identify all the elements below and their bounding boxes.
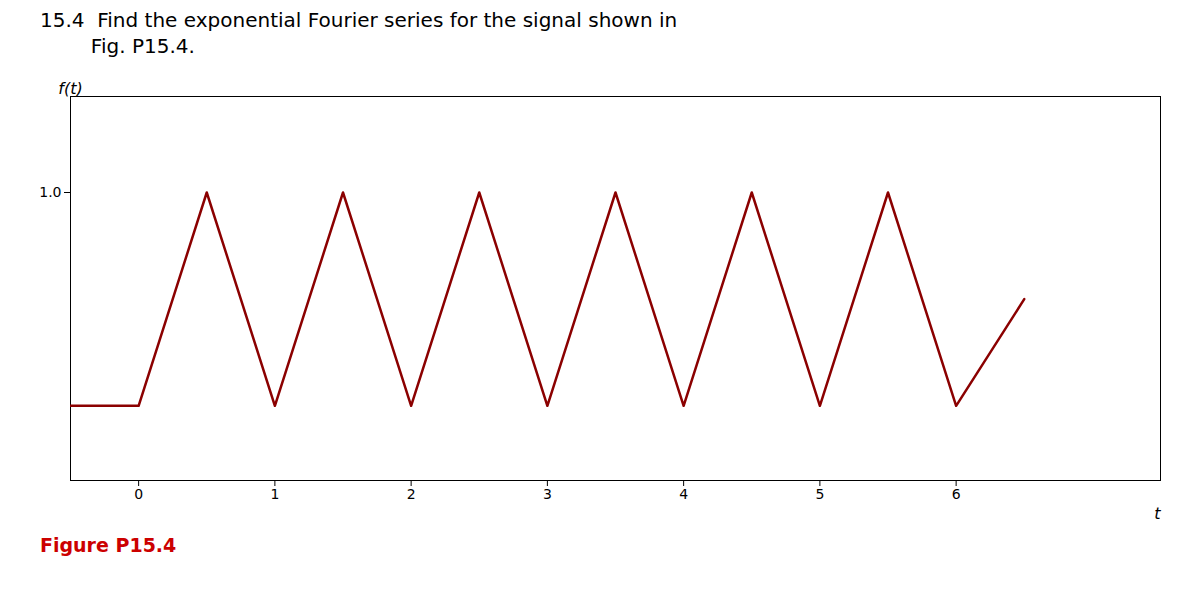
svg-text:3: 3: [543, 486, 552, 502]
svg-text:t: t: [1154, 504, 1161, 523]
svg-text:2: 2: [407, 486, 416, 502]
svg-text:5: 5: [815, 486, 824, 502]
svg-text:1.0: 1.0: [39, 184, 61, 200]
html-text:15.4 Find the exponential Four: 15.4 Find the exponential Fourier series…: [40, 8, 678, 32]
svg-text:1: 1: [270, 486, 279, 502]
svg-text:f(t): f(t): [58, 79, 82, 98]
svg-text:0: 0: [134, 486, 143, 502]
html-text:Fig. P15.4.: Fig. P15.4.: [40, 34, 195, 58]
svg-text:6: 6: [952, 486, 961, 502]
html-text:Figure P15.4: Figure P15.4: [40, 534, 177, 556]
svg-text:4: 4: [679, 486, 688, 502]
